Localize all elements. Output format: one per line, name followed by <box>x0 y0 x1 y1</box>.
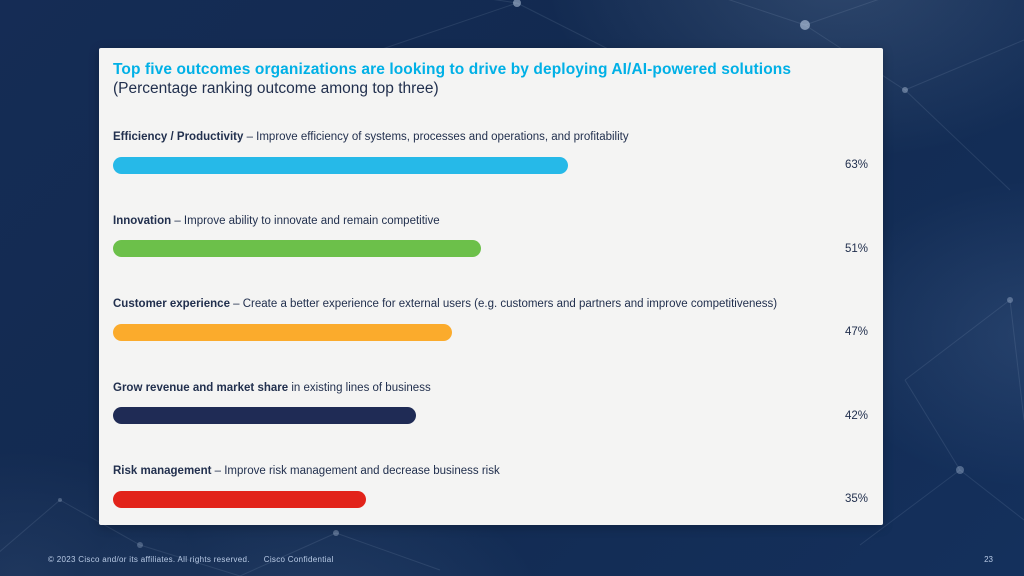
chart-row: Efficiency / Productivity – Improve effi… <box>113 131 868 215</box>
bar-value: 42% <box>844 409 868 422</box>
bar-label-term: Customer experience <box>113 298 230 311</box>
bar-value: 35% <box>844 493 868 506</box>
chart-row: Customer experience – Create a better ex… <box>113 298 868 382</box>
bar-label: Efficiency / Productivity – Improve effi… <box>113 131 868 144</box>
bar-track: 47% <box>113 323 868 341</box>
bar-label-description: in existing lines of business <box>288 381 431 394</box>
bar-value: 51% <box>844 242 868 255</box>
bar-label: Grow revenue and market share in existin… <box>113 382 868 395</box>
chart-row: Risk management – Improve risk managemen… <box>113 465 868 549</box>
chart-card: Top five outcomes organizations are look… <box>99 48 883 525</box>
bar-label: Innovation – Improve ability to innovate… <box>113 215 868 228</box>
bar-track: 35% <box>113 490 868 508</box>
bar-label-term: Risk management <box>113 465 212 478</box>
bar-label: Risk management – Improve risk managemen… <box>113 465 868 478</box>
chart-title: Top five outcomes organizations are look… <box>113 61 792 78</box>
bar-value: 63% <box>844 159 868 171</box>
chart-row: Grow revenue and market share in existin… <box>113 382 868 466</box>
confidential-text: Cisco Confidential <box>263 555 334 564</box>
copyright-text: © 2023 Cisco and/or its affiliates. All … <box>48 555 250 564</box>
bar-label-description: – Improve efficiency of systems, process… <box>243 131 629 143</box>
bar-label: Customer experience – Create a better ex… <box>113 298 868 311</box>
chart-subtitle: (Percentage ranking outcome among top th… <box>113 80 439 97</box>
slide-footer: © 2023 Cisco and/or its affiliates. All … <box>48 555 334 564</box>
bar-label-term: Innovation <box>113 214 172 227</box>
page-number: 23 <box>984 555 993 564</box>
bar-segment <box>113 240 482 258</box>
bar-track: 63% <box>113 156 868 174</box>
bar-label-description: – Create a better experience for externa… <box>229 298 778 311</box>
bar-label-description: – Improve risk management and decrease b… <box>211 465 500 478</box>
bar-label-description: – Improve ability to innovate and remain… <box>171 214 440 227</box>
bar-segment <box>113 323 453 341</box>
bar-track: 51% <box>113 240 868 258</box>
bar-segment <box>113 407 417 425</box>
bar-segment <box>113 156 568 174</box>
bar-value: 47% <box>844 326 868 339</box>
bar-label-term: Grow revenue and market share <box>113 381 289 394</box>
chart-row: Innovation – Improve ability to innovate… <box>113 215 868 299</box>
bar-track: 42% <box>113 407 868 425</box>
bar-segment <box>113 490 366 508</box>
bar-chart: Efficiency / Productivity – Improve effi… <box>113 131 868 549</box>
bar-label-term: Efficiency / Productivity <box>113 131 244 143</box>
